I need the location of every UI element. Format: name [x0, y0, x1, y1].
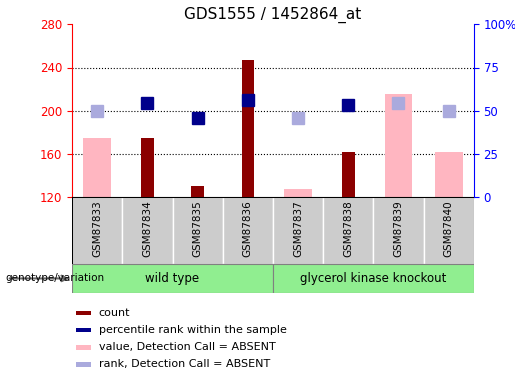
- Bar: [72, 197, 123, 264]
- Text: GSM87834: GSM87834: [143, 200, 152, 257]
- Text: GSM87837: GSM87837: [293, 200, 303, 257]
- Bar: [435, 152, 462, 197]
- Text: value, Detection Call = ABSENT: value, Detection Call = ABSENT: [98, 342, 276, 352]
- Bar: [273, 264, 474, 292]
- Text: GSM87839: GSM87839: [393, 200, 403, 257]
- Bar: [76, 328, 91, 332]
- Text: genotype/variation: genotype/variation: [5, 273, 104, 284]
- Bar: [76, 345, 91, 350]
- Bar: [222, 197, 273, 264]
- Bar: [173, 197, 222, 264]
- Bar: [284, 189, 312, 197]
- Text: GSM87838: GSM87838: [344, 200, 353, 257]
- Text: rank, Detection Call = ABSENT: rank, Detection Call = ABSENT: [98, 360, 270, 369]
- Bar: [83, 138, 111, 197]
- Bar: [273, 197, 323, 264]
- Text: count: count: [98, 308, 130, 318]
- Bar: [141, 138, 153, 197]
- Bar: [323, 197, 373, 264]
- Bar: [242, 60, 254, 197]
- Bar: [342, 152, 354, 197]
- Bar: [123, 197, 173, 264]
- Text: percentile rank within the sample: percentile rank within the sample: [98, 325, 286, 335]
- Text: glycerol kinase knockout: glycerol kinase knockout: [300, 272, 447, 285]
- Text: GSM87836: GSM87836: [243, 200, 253, 257]
- Bar: [76, 310, 91, 315]
- Bar: [423, 197, 474, 264]
- Text: GSM87840: GSM87840: [444, 200, 454, 257]
- Bar: [385, 94, 413, 197]
- Text: GSM87833: GSM87833: [92, 200, 102, 257]
- Text: wild type: wild type: [145, 272, 200, 285]
- Text: GSM87835: GSM87835: [193, 200, 202, 257]
- Bar: [192, 186, 204, 197]
- Bar: [72, 264, 273, 292]
- Title: GDS1555 / 1452864_at: GDS1555 / 1452864_at: [184, 7, 362, 23]
- Bar: [373, 197, 423, 264]
- Bar: [76, 362, 91, 367]
